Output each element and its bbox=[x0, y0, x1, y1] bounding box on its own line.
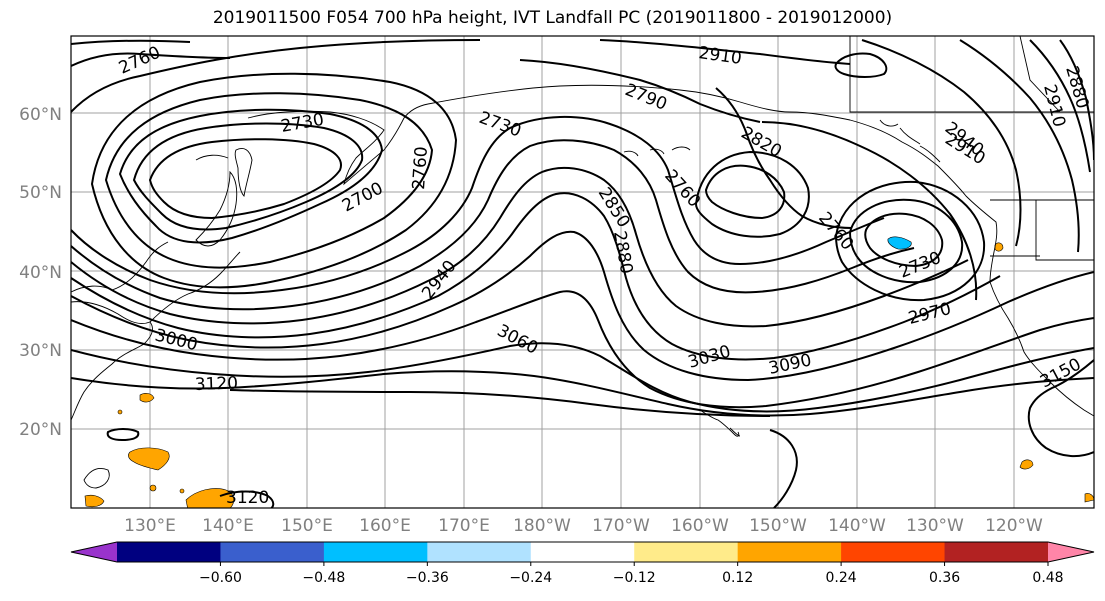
colorbar-extend-min bbox=[71, 542, 117, 562]
colorbar-segment bbox=[530, 542, 635, 562]
latitude-labels: 60°N 50°N 40°N 30°N 20°N bbox=[19, 105, 62, 440]
colorbar-tick-label: 0.12 bbox=[722, 570, 753, 586]
contour-label: 2760 bbox=[409, 146, 432, 191]
map-title: 2019011500 F054 700 hPa height, IVT Land… bbox=[212, 8, 893, 28]
longitude-label: 170°W bbox=[592, 516, 650, 536]
latitude-label: 20°N bbox=[19, 420, 62, 440]
colorbar-tick-label: −0.48 bbox=[302, 570, 345, 586]
contour-label: 3120 bbox=[226, 488, 269, 508]
colorbar-segment bbox=[634, 542, 739, 562]
colorbar-tick-label: 0.36 bbox=[929, 570, 960, 586]
longitude-label: 130°E bbox=[124, 516, 176, 536]
longitude-label: 160°W bbox=[671, 516, 729, 536]
latitude-label: 40°N bbox=[19, 263, 62, 283]
longitude-label: 120°W bbox=[985, 516, 1043, 536]
colorbar-tick-label: −0.60 bbox=[199, 570, 242, 586]
longitude-label: 140°W bbox=[828, 516, 886, 536]
longitude-labels: 130°E 140°E 150°E 160°E 170°E 180°W 170°… bbox=[124, 516, 1043, 536]
ivt-positive-shading bbox=[84, 242, 1094, 508]
colorbar-extend-max bbox=[1048, 542, 1094, 562]
longitude-label: 140°E bbox=[202, 516, 254, 536]
colorbar-segment bbox=[944, 542, 1049, 562]
ivt-negative-shading bbox=[887, 236, 912, 250]
longitude-label: 150°W bbox=[749, 516, 807, 536]
colorbar-outline bbox=[70, 541, 1095, 563]
colorbar-segment bbox=[220, 542, 325, 562]
longitude-label: 180°W bbox=[513, 516, 571, 536]
coastlines bbox=[71, 36, 1094, 489]
colorbar-segment bbox=[117, 542, 221, 562]
longitude-label: 150°E bbox=[281, 516, 333, 536]
colorbar-tick-label: −0.24 bbox=[509, 570, 552, 586]
colorbar-tick-label: −0.36 bbox=[406, 570, 449, 586]
latitude-label: 30°N bbox=[19, 341, 62, 361]
colorbar-segment bbox=[427, 542, 532, 562]
latitude-label: 60°N bbox=[19, 105, 62, 125]
colorbar-segment bbox=[737, 542, 842, 562]
colorbar-tick-label: 0.24 bbox=[826, 570, 857, 586]
colorbar: −0.60 −0.48 −0.36 −0.24 −0.12 0.12 0.24 0.36 0.4… bbox=[70, 541, 1095, 586]
colorbar-tick-label: 0.48 bbox=[1032, 570, 1063, 586]
latitude-label: 50°N bbox=[19, 183, 62, 203]
map-frame bbox=[70, 35, 1095, 509]
contour-label: 3120 bbox=[194, 373, 238, 394]
colorbar-segment bbox=[841, 542, 946, 562]
height-contours bbox=[71, 39, 1094, 508]
longitude-label: 160°E bbox=[359, 516, 411, 536]
colorbar-segment bbox=[323, 542, 428, 562]
longitude-label: 170°E bbox=[438, 516, 490, 536]
longitude-label: 130°W bbox=[906, 516, 964, 536]
colorbar-tick-label: −0.12 bbox=[613, 570, 656, 586]
